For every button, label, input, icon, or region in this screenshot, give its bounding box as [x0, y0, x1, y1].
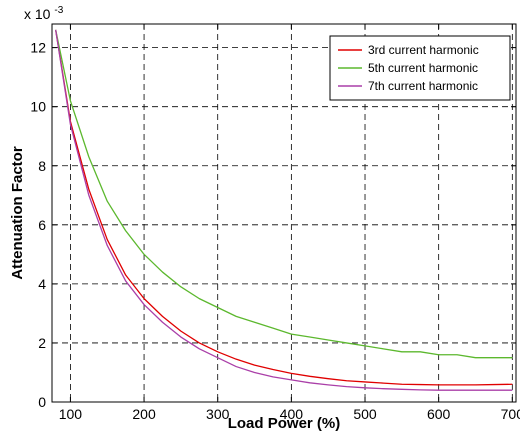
plot-frame: [51, 23, 517, 403]
y-tick-label: 6: [38, 217, 46, 233]
x-tick-label: 600: [427, 406, 451, 422]
y-tick-label: 2: [38, 335, 46, 351]
legend: 3rd current harmonic 5th current harmonic…: [329, 35, 511, 101]
y-tick-label: 8: [38, 158, 46, 174]
series-line-1: [55, 29, 513, 386]
x-tick-label: 100: [59, 406, 83, 422]
legend-label-1: 3rd current harmonic: [368, 43, 479, 57]
x-tick-label: 500: [353, 406, 377, 422]
series-layer: [55, 29, 513, 391]
y-tick-label: 12: [30, 40, 46, 56]
x-tick-label: 200: [132, 406, 156, 422]
tick-layer: 100 200 300 400 500 600 700 0 2 4 6 8 10 12: [30, 24, 520, 422]
y-axis-exponent-base: x 10: [24, 6, 51, 22]
y-tick-label: 0: [38, 394, 46, 410]
y-axis-exponent-power: -3: [54, 5, 63, 16]
grid-layer: [52, 24, 516, 402]
y-axis-label: Attenuation Factor: [9, 146, 26, 279]
y-axis-exponent: x 10 -3: [24, 5, 64, 22]
y-tick-label: 10: [30, 99, 46, 115]
x-axis-label: Load Power (%): [228, 415, 341, 432]
x-tick-label: 700: [501, 406, 520, 422]
legend-label-3: 7th current harmonic: [368, 79, 478, 93]
legend-label-2: 5th current harmonic: [368, 61, 478, 75]
y-tick-label: 4: [38, 276, 46, 292]
x-tick-label: 400: [280, 406, 304, 422]
series-line-3: [55, 29, 513, 391]
x-tick-label: 300: [206, 406, 230, 422]
series-line-2: [55, 29, 513, 359]
